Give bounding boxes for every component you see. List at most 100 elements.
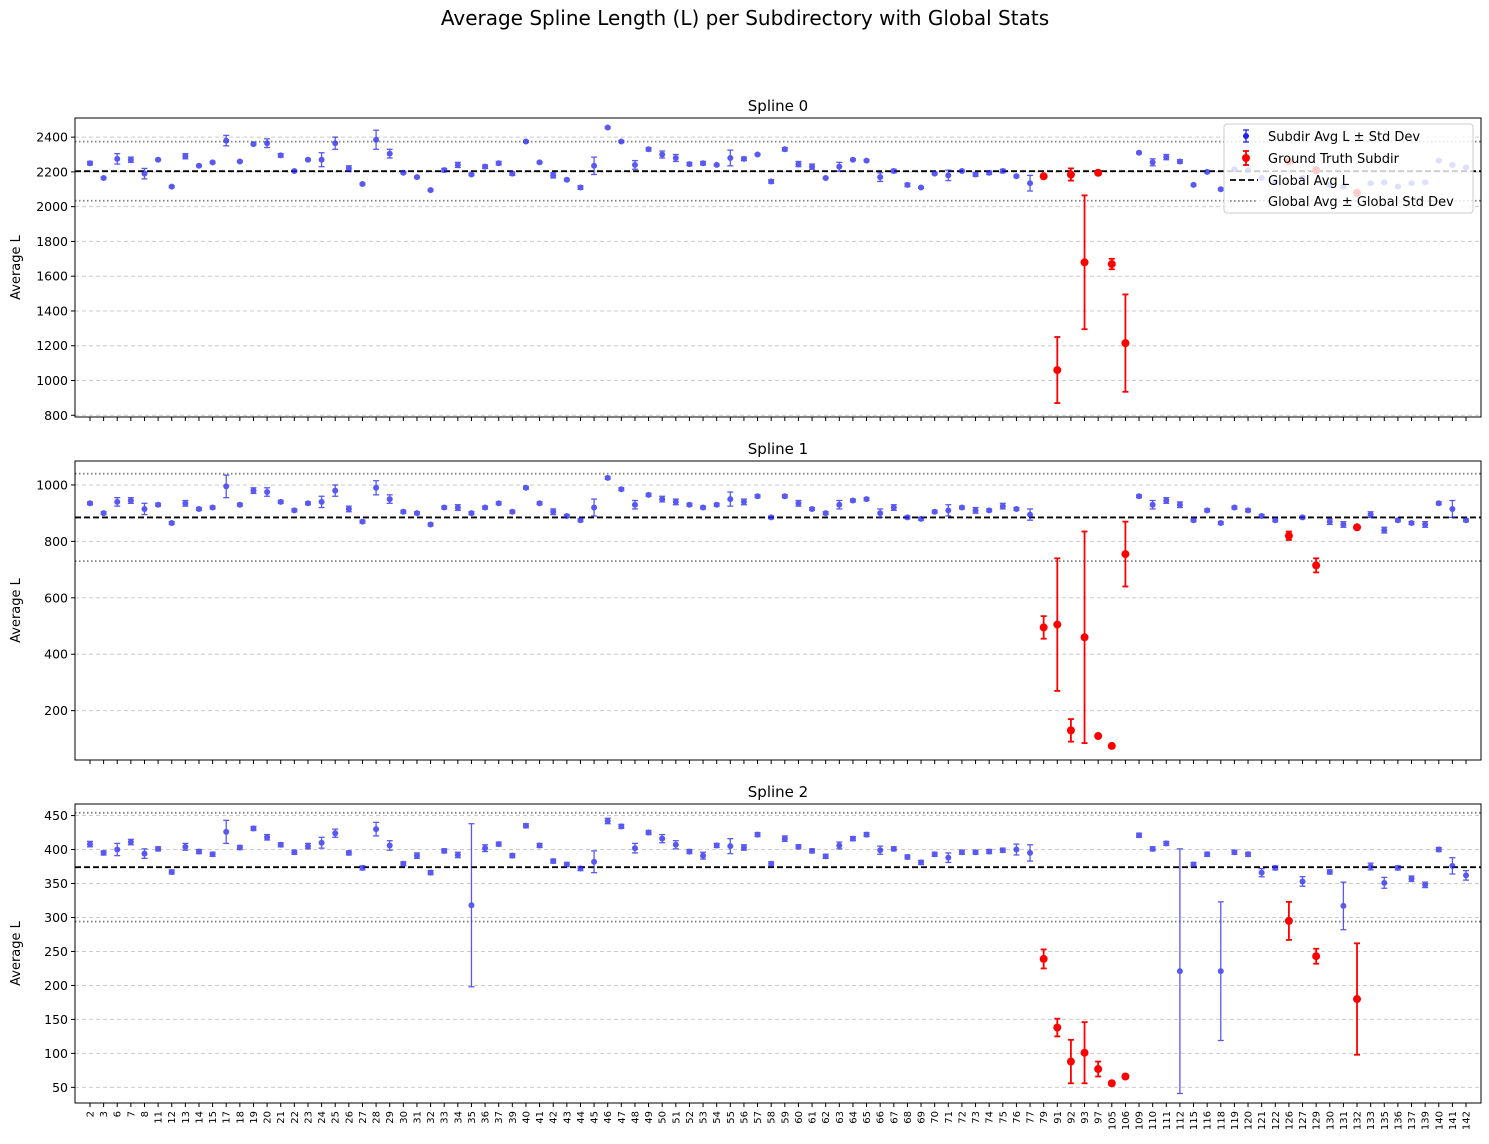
data-point [100, 849, 107, 856]
data-point [727, 154, 734, 161]
x-tick-label: 112 [1175, 1111, 1186, 1130]
plot-frame [74, 117, 1482, 418]
subdir-point-121 [1258, 513, 1265, 520]
data-point [345, 505, 352, 512]
data-point [1299, 878, 1306, 885]
subdir-point-22 [291, 849, 298, 856]
subdir-point-61 [809, 163, 816, 170]
x-tick-label: 127 [1298, 1111, 1309, 1130]
subdir-point-52 [686, 848, 693, 855]
x-tick-label: 109 [1135, 1111, 1146, 1130]
subdir-point-54 [713, 842, 720, 849]
data-point [304, 156, 311, 163]
x-tick-label: 22 [290, 1111, 301, 1124]
data-point [1312, 952, 1321, 961]
subdir-point-34 [454, 851, 461, 859]
x-tick-label: 72 [957, 1111, 968, 1124]
x-tick-label: 3 [99, 1111, 110, 1117]
data-point [509, 170, 516, 177]
subdir-point-109 [1136, 149, 1143, 156]
data-point [836, 501, 843, 508]
data-point [332, 140, 339, 147]
data-point [155, 156, 162, 163]
subdir-point-36 [482, 844, 489, 853]
subdir-point-22 [291, 507, 298, 514]
data-point [781, 146, 788, 153]
data-point [454, 161, 461, 168]
y-tick-label: 2000 [36, 199, 68, 214]
subdir-point-43 [563, 513, 570, 520]
data-point [441, 504, 448, 511]
y-tick-label: 1000 [36, 477, 68, 492]
subdir-point-19 [250, 487, 257, 495]
subdir-point-122 [1272, 517, 1279, 524]
x-tick-label: 121 [1257, 1111, 1268, 1130]
data-point [400, 860, 407, 867]
legend-gt-label: Ground Truth Subdir [1268, 152, 1400, 167]
subdir-point-25 [332, 828, 339, 838]
subdir-point-25 [332, 136, 339, 150]
data-point [822, 174, 829, 181]
subdir-point-69 [918, 184, 925, 191]
data-point [1094, 1065, 1103, 1074]
subdir-point-62 [822, 853, 829, 860]
subdir-point-73 [972, 506, 979, 514]
data-point [1107, 1079, 1116, 1088]
subdir-point-13 [182, 152, 189, 160]
data-point [223, 137, 230, 144]
y-tick-label: 200 [44, 703, 68, 718]
data-point [1053, 620, 1062, 629]
data-point [168, 183, 175, 190]
subdir-point-40 [522, 822, 529, 829]
subdir-point-48 [631, 499, 638, 510]
y-tick-label: 450 [44, 808, 68, 823]
gt-point-105 [1107, 741, 1116, 750]
data-point [250, 825, 257, 832]
data-point [645, 491, 652, 498]
data-point [1435, 846, 1442, 853]
data-point [1080, 1048, 1089, 1057]
data-point [931, 508, 938, 515]
subdir-point-27 [359, 518, 366, 525]
data-point [1245, 851, 1252, 858]
subdir-point-26 [345, 849, 352, 856]
x-tick-label: 37 [494, 1111, 505, 1124]
subdir-point-7 [127, 156, 134, 163]
data-point [550, 172, 557, 179]
data-point [1039, 623, 1048, 632]
x-tick-label: 20 [263, 1111, 274, 1124]
data-point [1340, 902, 1347, 909]
subdir-point-42 [550, 858, 557, 865]
subdir-point-60 [795, 160, 802, 168]
x-tick-label: 7 [126, 1111, 137, 1117]
subdir-point-136 [1394, 517, 1401, 524]
subdir-point-42 [550, 508, 557, 516]
subdir-point-59 [781, 493, 788, 500]
figure-title: Average Spline Length (L) per Subdirecto… [441, 6, 1049, 30]
subdir-point-21 [277, 152, 284, 159]
subdir-point-27 [359, 181, 366, 188]
data-point [373, 826, 380, 833]
subdir-point-8 [141, 502, 148, 516]
subdir-point-69 [918, 859, 925, 866]
y-tick-label: 1800 [36, 234, 68, 249]
data-point [1066, 726, 1075, 735]
data-point [1190, 181, 1197, 188]
subdir-point-58 [768, 514, 775, 521]
data-point [1367, 511, 1374, 518]
subdir-point-130 [1326, 868, 1333, 875]
subdir-point-51 [672, 153, 679, 163]
data-point [863, 496, 870, 503]
x-tick-label: 49 [644, 1111, 655, 1124]
x-tick-label: 136 [1393, 1111, 1404, 1130]
x-tick-label: 92 [1066, 1111, 1077, 1124]
subdir-point-76 [1013, 173, 1020, 180]
subdir-point-59 [781, 146, 788, 153]
data-point [1204, 507, 1211, 514]
data-point [386, 842, 393, 849]
subdir-point-2 [86, 840, 93, 848]
x-tick-label: 115 [1189, 1111, 1200, 1130]
subdir-point-15 [209, 851, 216, 858]
x-tick-label: 66 [876, 1111, 887, 1124]
x-tick-label: 8 [140, 1111, 151, 1117]
